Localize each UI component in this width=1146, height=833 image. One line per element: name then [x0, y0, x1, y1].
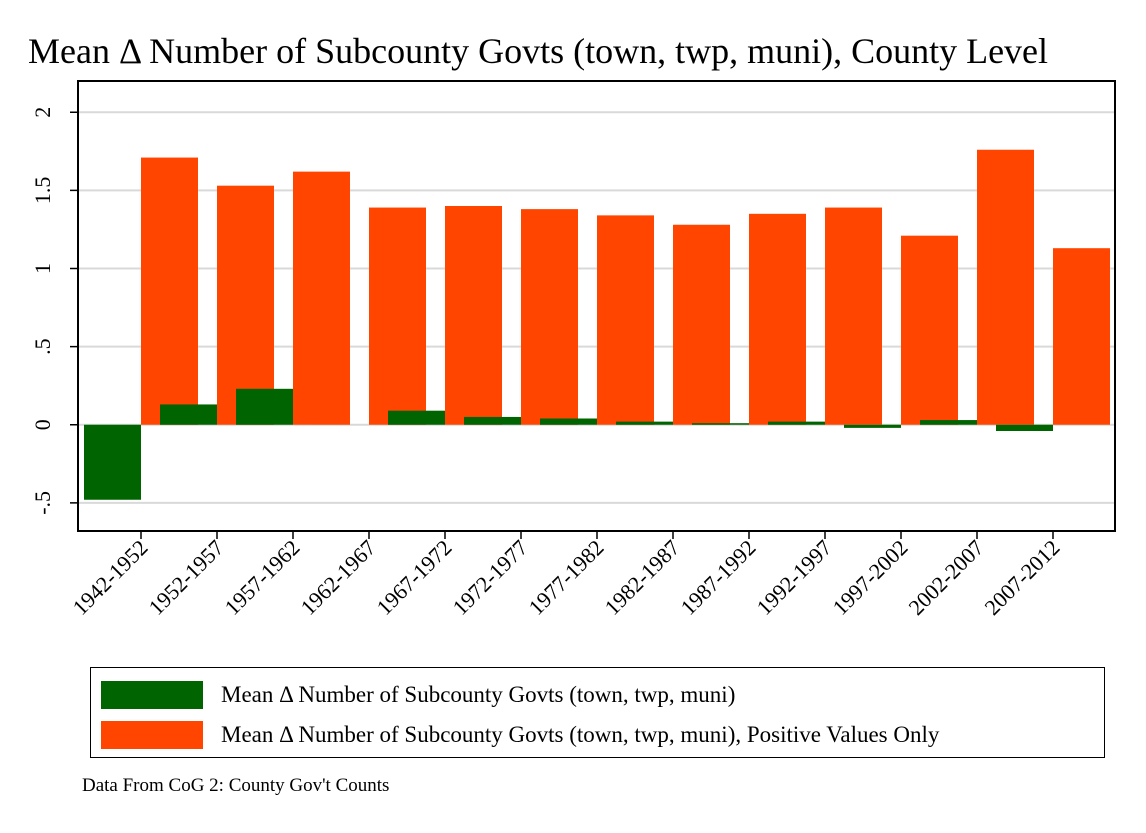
legend-swatch-series-1: [101, 681, 203, 709]
y-tick-label: 2: [30, 107, 55, 118]
x-tick-label: 1992-1997: [751, 535, 836, 620]
bar-series-1: [692, 423, 749, 425]
x-tick-label: 1982-1987: [599, 535, 684, 620]
x-tick-label: 1942-1952: [67, 535, 152, 620]
bar-series-1: [388, 410, 445, 425]
source-note: Data From CoG 2: County Gov't Counts: [82, 775, 390, 796]
x-tick-label: 1967-1972: [371, 535, 456, 620]
bar-series-2: [977, 149, 1034, 425]
bar-series-2: [445, 206, 502, 425]
bar-series-1: [84, 424, 141, 500]
y-tick-label: -.5: [30, 491, 55, 515]
y-tick-label: 1: [30, 263, 55, 274]
legend-item-series-2: Mean Δ Number of Subcounty Govts (town, …: [101, 720, 939, 750]
x-tick-label: 1962-1967: [295, 535, 380, 620]
bar-series-2: [749, 213, 806, 425]
bar-series-1: [844, 424, 901, 428]
bar-series-2: [217, 185, 274, 425]
bar-series-1: [920, 420, 977, 425]
bar-series-1: [540, 418, 597, 425]
bar-series-1: [996, 424, 1053, 431]
legend: Mean Δ Number of Subcounty Govts (town, …: [90, 667, 1105, 758]
bar-series-1: [616, 421, 673, 425]
x-axis-ticks: 1942-19521952-19571957-19621962-19671967…: [67, 531, 1065, 620]
bar-chart: -.50.511.52 1942-19521952-19571957-19621…: [30, 80, 1116, 620]
legend-label-series-2: Mean Δ Number of Subcounty Govts (town, …: [221, 722, 940, 747]
bar-series-2: [901, 235, 958, 425]
x-tick-label: 1997-2002: [827, 535, 912, 620]
legend-swatch-series-2: [101, 721, 203, 749]
y-tick-label: 1.5: [30, 177, 55, 205]
bar-series-2: [597, 215, 654, 425]
x-tick-label: 1957-1962: [219, 535, 304, 620]
bar-series-1: [768, 421, 825, 425]
bar-series-2: [293, 171, 350, 425]
x-tick-label: 1972-1977: [447, 535, 532, 620]
y-tick-label: .5: [30, 338, 55, 355]
legend-item-series-1: Mean Δ Number of Subcounty Govts (town, …: [101, 680, 735, 710]
x-tick-label: 2002-2007: [903, 535, 988, 620]
x-tick-label: 1952-1957: [143, 535, 228, 620]
bar-series-2: [369, 207, 426, 425]
y-tick-label: 0: [30, 419, 55, 430]
bar-series-1: [160, 404, 217, 425]
bar-series-1: [236, 388, 293, 425]
legend-label-series-1: Mean Δ Number of Subcounty Govts (town, …: [221, 682, 736, 707]
chart-title: Mean Δ Number of Subcounty Govts (town, …: [28, 31, 1049, 71]
x-tick-label: 1977-1982: [523, 535, 608, 620]
bar-series-2: [825, 207, 882, 425]
y-axis-ticks: -.5 0 .5 1 1.5 2: [30, 107, 78, 515]
bar-series-2: [1053, 248, 1110, 425]
bars: [84, 149, 1110, 500]
bar-series-2: [673, 224, 730, 425]
x-tick-label: 2007-2012: [979, 535, 1064, 620]
bar-series-2: [521, 209, 578, 425]
bar-series-1: [464, 416, 521, 425]
bar-series-2: [141, 157, 198, 425]
x-tick-label: 1987-1992: [675, 535, 760, 620]
